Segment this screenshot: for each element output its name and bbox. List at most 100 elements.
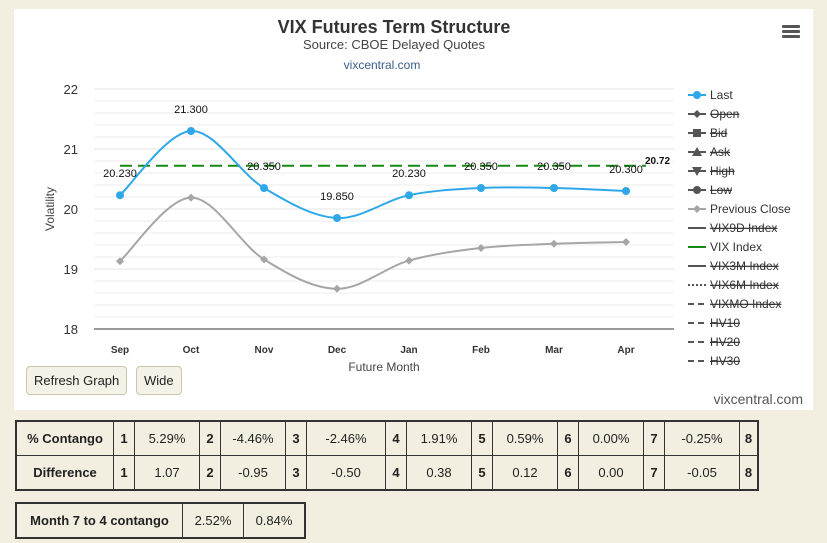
refresh-graph-button[interactable]: Refresh Graph: [26, 366, 128, 395]
legend-marker: [693, 205, 701, 213]
previous-close-point[interactable]: [116, 257, 124, 266]
x-tick-label: Jan: [400, 345, 417, 356]
value-cell: -0.25%: [664, 420, 740, 456]
legend-marker: [693, 91, 701, 99]
month-index-cell: 5: [471, 455, 493, 491]
legend-label: VIXMO Index: [710, 297, 781, 311]
legend-item[interactable]: VIX6M Index: [688, 278, 779, 292]
source-link[interactable]: vixcentral.com: [344, 58, 421, 72]
legend-item[interactable]: Bid: [688, 126, 727, 140]
previous-close-point[interactable]: [187, 193, 195, 202]
month-index-cell: 1: [113, 455, 135, 491]
month-index-cell: 5: [471, 420, 493, 456]
month-index-cell: 1: [113, 420, 135, 456]
previous-close-point[interactable]: [405, 256, 413, 265]
value-cell: -0.95: [220, 455, 286, 491]
vix-index-label: 20.72: [645, 156, 670, 167]
month-index-cell: 8: [739, 455, 759, 491]
last-point[interactable]: [477, 184, 485, 192]
legend-item[interactable]: Open: [688, 107, 739, 121]
value-cell: 0.00%: [578, 420, 644, 456]
legend-item[interactable]: Last: [688, 88, 733, 102]
menu-icon[interactable]: [782, 25, 800, 39]
month-index-cell: 8: [739, 420, 759, 456]
last-point[interactable]: [550, 184, 558, 192]
last-point[interactable]: [622, 187, 630, 195]
previous-close-point[interactable]: [550, 239, 558, 248]
month-contango-value: 0.84%: [243, 502, 306, 539]
x-tick-label: Nov: [255, 345, 274, 356]
x-tick-label: Oct: [183, 345, 200, 356]
last-point[interactable]: [260, 184, 268, 192]
y-tick-label: 19: [64, 262, 78, 277]
last-point[interactable]: [333, 214, 341, 222]
value-cell: 0.38: [406, 455, 472, 491]
last-data-label: 20.350: [247, 161, 281, 173]
legend-item[interactable]: Low: [688, 183, 732, 197]
value-cell: 0.00: [578, 455, 644, 491]
value-cell: 0.12: [492, 455, 558, 491]
previous-close-point[interactable]: [477, 244, 485, 252]
credit-link[interactable]: vixcentral.com: [713, 391, 803, 407]
previous-close-line: [119, 196, 627, 290]
legend-item[interactable]: VIX9D Index: [688, 221, 777, 235]
legend-marker: [692, 167, 702, 176]
legend-item[interactable]: HV10: [688, 316, 740, 330]
legend-item[interactable]: VIX Index: [688, 240, 762, 254]
row-label: Difference: [15, 455, 114, 491]
legend-label: High: [710, 164, 735, 178]
month-index-cell: 2: [199, 420, 221, 456]
value-cell: 5.29%: [134, 420, 200, 456]
value-cell: -2.46%: [306, 420, 386, 456]
month-index-cell: 6: [557, 455, 579, 491]
month-index-cell: 4: [385, 455, 407, 491]
wide-button[interactable]: Wide: [136, 366, 182, 395]
value-cell: 0.59%: [492, 420, 558, 456]
y-tick-label: 20: [64, 202, 78, 217]
last-point[interactable]: [405, 191, 413, 200]
value-cell: 1.91%: [406, 420, 472, 456]
month-contango-label: Month 7 to 4 contango: [15, 502, 183, 539]
month-index-cell: 2: [199, 455, 221, 491]
value-cell: -4.46%: [220, 420, 286, 456]
month-index-cell: 3: [285, 455, 307, 491]
previous-close-point[interactable]: [622, 238, 630, 246]
legend-label: Last: [710, 88, 733, 102]
legend-item[interactable]: HV20: [688, 335, 740, 349]
last-data-label: 20.230: [392, 168, 426, 180]
table-row: Difference 1 1.07 2 -0.95 3 -0.50 4 0.38 5 0.12 6 0.…: [15, 455, 759, 491]
last-point[interactable]: [116, 191, 124, 200]
legend-item[interactable]: VIXMO Index: [688, 297, 781, 311]
chart-panel: VIX Futures Term Structure Source: CBOE …: [14, 9, 813, 410]
previous-close-point[interactable]: [333, 284, 341, 293]
legend-item[interactable]: High: [688, 164, 735, 178]
legend-marker: [693, 110, 701, 118]
x-tick-label: Feb: [472, 345, 490, 356]
legend-label: Ask: [710, 145, 731, 159]
last-line: [119, 129, 627, 220]
last-point[interactable]: [187, 127, 195, 135]
month-index-cell: 6: [557, 420, 579, 456]
legend-item[interactable]: Previous Close: [688, 202, 791, 216]
month-index-cell: 3: [285, 420, 307, 456]
row-label: % Contango: [15, 420, 114, 456]
value-cell: -0.05: [664, 455, 740, 491]
x-tick-label: Sep: [111, 345, 129, 356]
legend-item[interactable]: HV30: [688, 354, 740, 368]
month-index-cell: 7: [643, 455, 665, 491]
previous-close-point[interactable]: [260, 255, 268, 264]
value-cell: -0.50: [306, 455, 386, 491]
value-cell: 1.07: [134, 455, 200, 491]
y-tick-label: 21: [64, 142, 78, 157]
last-data-label: 20.350: [464, 161, 498, 173]
legend-label: Open: [710, 107, 739, 121]
last-data-label: 20.300: [609, 164, 643, 176]
legend-item[interactable]: VIX3M Index: [688, 259, 779, 273]
legend-item[interactable]: Ask: [688, 145, 731, 159]
x-tick-label: Dec: [328, 345, 347, 356]
chart-subtitle: Source: CBOE Delayed Quotes: [303, 37, 486, 52]
last-data-label: 21.300: [174, 104, 208, 116]
x-tick-label: Mar: [545, 345, 563, 356]
chart-title: VIX Futures Term Structure: [278, 17, 511, 37]
y-axis-label: Volatility: [43, 187, 57, 231]
